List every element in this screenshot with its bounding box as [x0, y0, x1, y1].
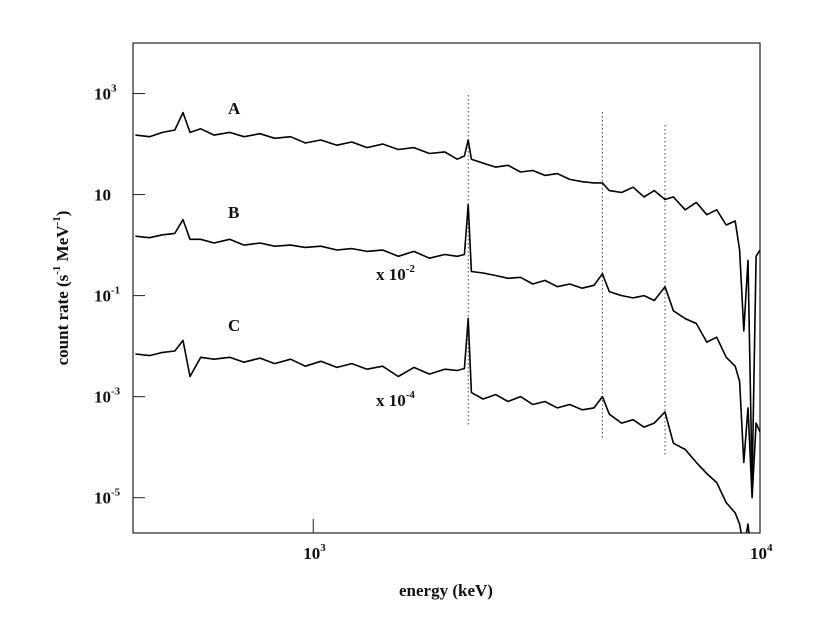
annotation: A: [228, 99, 241, 118]
y-tick-label: 10-3: [94, 386, 121, 407]
y-tick-label-base: 10: [94, 489, 111, 508]
annotation-base: x 10: [376, 265, 406, 284]
annotation: x 10-4: [376, 389, 415, 410]
x-tick-label-exponent: 3: [320, 542, 326, 554]
annotation-base: C: [228, 316, 240, 335]
y-tick-label-exponent: -1: [111, 285, 120, 297]
series-line: [135, 203, 760, 499]
series-line: [135, 111, 760, 484]
annotation: C: [228, 316, 240, 335]
x-tick-label-base: 10: [303, 544, 320, 563]
x-axis-label: energy (keV): [399, 581, 493, 600]
y-tick-label-exponent: -5: [111, 487, 121, 499]
y-tick-label-base: 10: [94, 388, 111, 407]
annotation-base: A: [228, 99, 241, 118]
annotation: B: [228, 203, 239, 222]
annotation-base: B: [228, 203, 239, 222]
series-line: [135, 317, 750, 533]
annotation-base: x 10: [376, 391, 406, 410]
plot-frame: [132, 42, 761, 534]
y-label-part: MeV: [53, 225, 72, 266]
y-tick-label-exponent: 3: [111, 83, 117, 95]
y-tick-label: 10: [94, 186, 111, 205]
annotation: x 10-2: [376, 263, 415, 284]
annotation-exponent: -2: [406, 263, 416, 275]
y-tick-label: 10-5: [94, 487, 121, 508]
x-tick-label: 103: [303, 542, 326, 563]
y-tick-label-base: 10: [94, 85, 111, 104]
x-tick-label-base: 10: [750, 544, 767, 563]
y-tick-label: 10-1: [94, 285, 120, 306]
y-tick-label-base: 10: [94, 287, 111, 306]
y-label-part: count rate (s: [53, 274, 72, 365]
y-label-part: -1: [51, 266, 63, 275]
x-tick-label-exponent: 4: [767, 542, 773, 554]
y-axis-label: count rate (s-1 MeV-1): [51, 211, 72, 366]
y-tick-label-exponent: -3: [111, 386, 121, 398]
y-tick-label: 103: [94, 83, 117, 104]
y-label-part: ): [53, 211, 72, 217]
x-tick-label: 104: [750, 542, 773, 563]
annotation-exponent: -4: [406, 389, 416, 401]
y-label-part: -1: [51, 216, 63, 225]
